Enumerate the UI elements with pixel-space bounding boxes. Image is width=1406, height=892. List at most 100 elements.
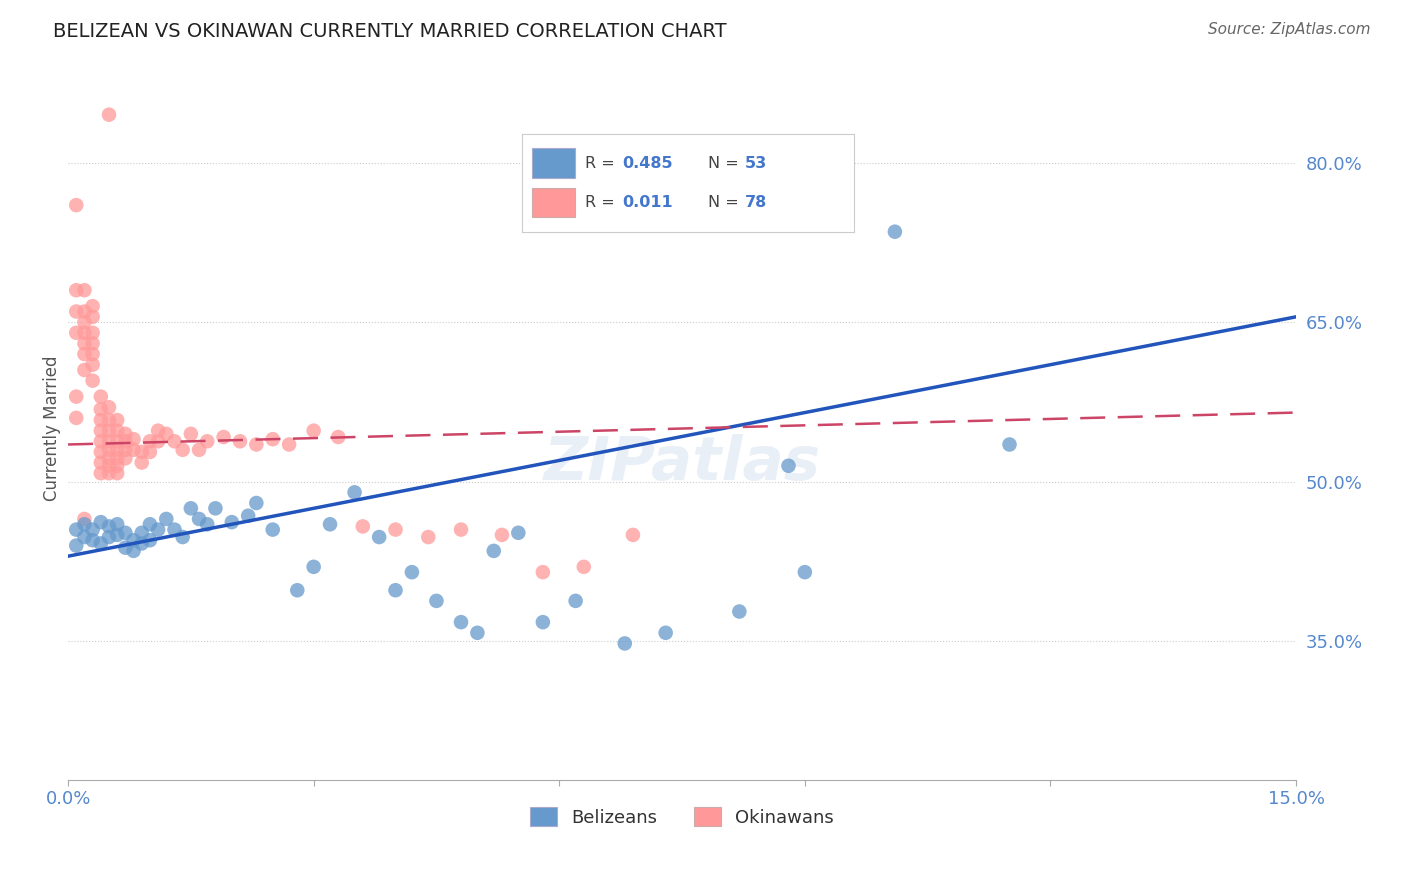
Point: [73, 517, 96, 532]
Text: BELIZEAN VS OKINAWAN CURRENTLY MARRIED CORRELATION CHART: BELIZEAN VS OKINAWAN CURRENTLY MARRIED C…: [53, 22, 727, 41]
Point: [368, 530, 391, 544]
Point: [105, 424, 128, 438]
Point: [139, 517, 162, 532]
Point: [418, 530, 440, 544]
Point: [105, 442, 128, 457]
Point: [450, 523, 472, 537]
Point: [188, 442, 211, 457]
Point: [278, 437, 301, 451]
Point: [82, 326, 104, 340]
Point: [262, 432, 284, 446]
Point: [613, 636, 636, 650]
Point: [221, 515, 243, 529]
Point: [65, 410, 87, 425]
Point: [155, 426, 177, 441]
Point: [105, 451, 128, 466]
Point: [155, 512, 177, 526]
Point: [90, 515, 112, 529]
Point: [98, 401, 121, 415]
Point: [82, 533, 104, 548]
Point: [531, 615, 554, 629]
Point: [384, 583, 406, 598]
Point: [98, 530, 121, 544]
Point: [105, 467, 128, 481]
Point: [105, 528, 128, 542]
Point: [98, 519, 121, 533]
Point: [73, 304, 96, 318]
Point: [384, 523, 406, 537]
Point: [105, 434, 128, 449]
Point: [90, 402, 112, 417]
Point: [245, 437, 267, 451]
Point: [98, 424, 121, 438]
Point: [450, 615, 472, 629]
Point: [114, 541, 136, 555]
Point: [122, 432, 145, 446]
Point: [491, 528, 513, 542]
Point: [180, 426, 202, 441]
Point: [114, 451, 136, 466]
Point: [319, 517, 342, 532]
Point: [285, 583, 308, 598]
Point: [73, 512, 96, 526]
Point: [564, 594, 586, 608]
Point: [139, 533, 162, 548]
Point: [778, 458, 800, 473]
Point: [122, 442, 145, 457]
Point: [238, 508, 260, 523]
Point: [998, 437, 1021, 451]
Point: [508, 525, 530, 540]
Point: [172, 530, 194, 544]
Point: [98, 413, 121, 427]
Point: [245, 496, 267, 510]
Point: [98, 458, 121, 473]
Point: [163, 434, 186, 449]
Point: [105, 458, 128, 473]
Point: [728, 605, 751, 619]
Point: [195, 434, 218, 449]
Point: [90, 390, 112, 404]
Point: [98, 442, 121, 457]
Point: [262, 523, 284, 537]
Point: [73, 326, 96, 340]
Point: [212, 430, 235, 444]
Point: [131, 445, 153, 459]
Point: [98, 434, 121, 449]
Point: [90, 456, 112, 470]
Point: [302, 424, 325, 438]
Point: [90, 424, 112, 438]
Point: [654, 625, 676, 640]
Point: [82, 347, 104, 361]
Y-axis label: Currently Married: Currently Married: [44, 356, 60, 501]
Point: [90, 536, 112, 550]
Point: [65, 326, 87, 340]
Point: [90, 445, 112, 459]
Point: [114, 525, 136, 540]
Point: [204, 501, 226, 516]
Point: [65, 523, 87, 537]
Point: [122, 533, 145, 548]
Point: [793, 565, 815, 579]
Point: [65, 390, 87, 404]
Point: [352, 519, 374, 533]
Point: [82, 374, 104, 388]
Point: [98, 108, 121, 122]
Point: [98, 467, 121, 481]
Point: [90, 467, 112, 481]
Point: [131, 456, 153, 470]
Point: [114, 434, 136, 449]
Point: [82, 299, 104, 313]
Point: [90, 434, 112, 449]
Point: [343, 485, 366, 500]
Point: [73, 315, 96, 329]
Point: [572, 559, 595, 574]
Point: [73, 363, 96, 377]
Point: [82, 336, 104, 351]
Point: [146, 523, 169, 537]
Point: [139, 445, 162, 459]
Point: [90, 413, 112, 427]
Point: [98, 451, 121, 466]
Point: [883, 225, 905, 239]
Point: [401, 565, 423, 579]
Point: [73, 530, 96, 544]
